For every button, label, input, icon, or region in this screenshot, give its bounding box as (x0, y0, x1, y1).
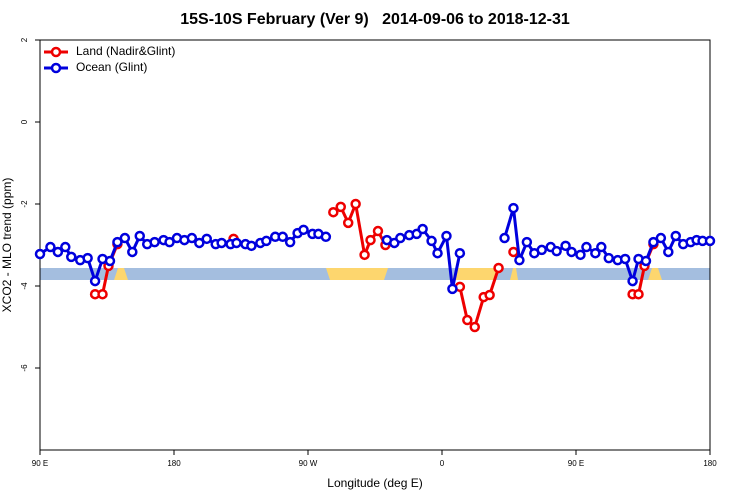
x-tick-label: 90 E (568, 459, 584, 468)
data-point (52, 246, 64, 258)
data-point (596, 241, 607, 253)
data-point (395, 232, 406, 244)
data-point (127, 246, 138, 258)
data-point (704, 235, 716, 247)
legend-label: Ocean (Glint) (76, 60, 147, 74)
data-point (89, 275, 101, 287)
data-point (97, 288, 108, 300)
data-point (462, 314, 473, 326)
data-point (134, 230, 146, 242)
data-point (328, 206, 339, 218)
data-point (112, 236, 123, 248)
data-point (432, 247, 443, 259)
data-point (551, 245, 562, 257)
data-point (590, 247, 601, 259)
data-point (359, 249, 370, 261)
data-point (372, 225, 384, 237)
legend-label: Land (Nadir&Glint) (76, 44, 175, 58)
data-point (663, 246, 674, 258)
data-point (575, 249, 586, 261)
data-point (581, 241, 592, 253)
data-point (627, 275, 638, 287)
data-point (186, 232, 198, 244)
data-point (277, 231, 288, 243)
x-tick-label: 90 W (299, 459, 318, 468)
land-strip (326, 268, 388, 280)
data-point (342, 217, 354, 229)
data-point (216, 237, 227, 249)
data-point (365, 234, 376, 246)
data-point (560, 240, 571, 252)
data-point (640, 255, 652, 267)
data-point (104, 255, 116, 267)
legend-marker (50, 62, 62, 74)
x-tick-label: 90 E (32, 459, 48, 468)
data-point (426, 235, 437, 247)
data-point (194, 237, 205, 249)
data-point (417, 223, 428, 235)
data-point (536, 244, 548, 256)
data-point (508, 202, 519, 214)
data-point (655, 232, 667, 244)
data-point (246, 240, 257, 252)
data-point (284, 236, 296, 248)
data-point (82, 252, 93, 264)
y-tick-label: -6 (20, 364, 29, 372)
y-tick-label: 2 (20, 37, 29, 42)
data-point (521, 236, 533, 248)
y-axis-label: XCO2 - MLO trend (ppm) (0, 178, 14, 313)
data-point (566, 246, 577, 258)
data-point (648, 236, 659, 248)
y-tick-label: 0 (20, 119, 29, 124)
plot-frame (39, 39, 711, 451)
data-point (60, 241, 71, 253)
data-point (320, 231, 332, 243)
chart-title: 15S-10S February (Ver 9) 2014-09-06 to 2… (180, 11, 570, 28)
x-axis-label: Longitude (deg E) (327, 476, 422, 490)
series-line (95, 198, 655, 330)
y-tick-label: -2 (20, 200, 29, 208)
data-point (670, 230, 682, 242)
data-point (603, 252, 615, 264)
land-strip (648, 268, 662, 280)
legend-marker (50, 46, 62, 58)
data-point (34, 248, 46, 260)
y-tick-label: -4 (20, 282, 29, 290)
data-point (441, 230, 452, 242)
data-point (508, 246, 519, 258)
x-tick-label: 0 (440, 459, 445, 468)
data-point (469, 321, 481, 333)
land-strip (452, 268, 500, 280)
data-point (454, 247, 466, 259)
data-point (164, 236, 175, 248)
data-point (45, 241, 56, 253)
data-point (201, 233, 213, 245)
data-point (514, 254, 525, 266)
land-strip (114, 268, 128, 280)
surface-strip (40, 268, 710, 280)
data-point (493, 262, 504, 274)
data-point (619, 253, 631, 265)
data-point (335, 201, 347, 213)
data-point (149, 236, 160, 248)
data-point (119, 232, 131, 244)
land-strip (510, 268, 518, 280)
data-point (499, 232, 510, 244)
data-point (66, 251, 77, 263)
data-point (484, 289, 495, 301)
data-point (231, 237, 242, 249)
x-tick-label: 180 (703, 459, 717, 468)
data-point (261, 235, 272, 247)
data-point (633, 288, 644, 300)
x-tick-label: 180 (167, 459, 181, 468)
data-point (298, 224, 309, 236)
data-point (350, 198, 361, 210)
data-point (447, 283, 458, 295)
